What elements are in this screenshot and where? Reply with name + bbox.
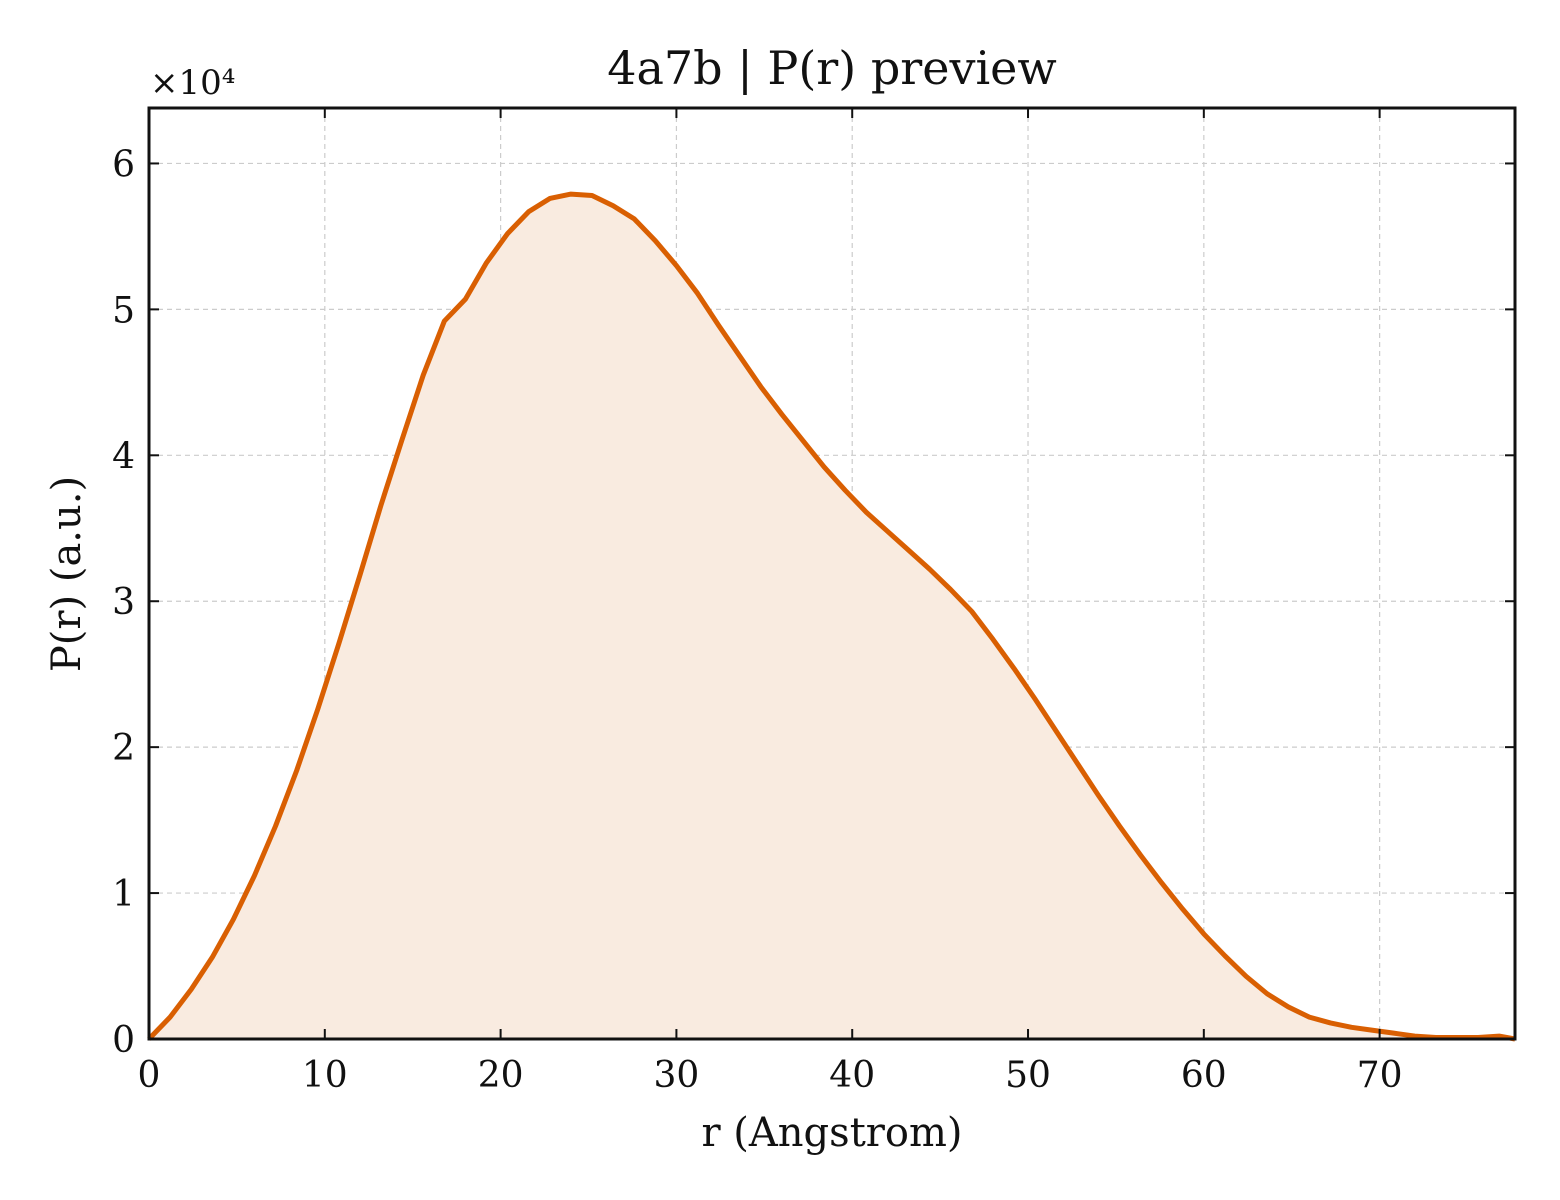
x-tick-label: 10 [302, 1055, 348, 1096]
tick-layer: 0 10 20 30 40 50 60 70 0 1 2 3 4 5 6 [112, 108, 1515, 1096]
pr-area-fill [149, 194, 1515, 1040]
x-tick-label: 60 [1181, 1055, 1227, 1096]
plot-frame [147, 106, 1517, 1041]
y-tick-label: 4 [112, 436, 135, 477]
pr-series-line [147, 191, 1516, 1042]
x-tick-label: 20 [478, 1055, 524, 1096]
x-tick-label: 40 [829, 1055, 875, 1096]
y-tick-label: 3 [112, 582, 135, 623]
y-multiplier-label: ×10⁴ [150, 63, 235, 103]
y-tick-label: 5 [112, 290, 135, 331]
y-tick-label: 6 [112, 144, 135, 185]
x-tick-label: 50 [1005, 1055, 1051, 1096]
y-axis-label: P(r) (a.u.) [44, 476, 90, 672]
x-tick-label: 70 [1357, 1055, 1403, 1096]
x-axis-label: r (Angstrom) [701, 1110, 962, 1156]
x-tick-label: 0 [138, 1055, 161, 1096]
y-tick-label: 0 [112, 1020, 135, 1061]
chart-title: 4a7b | P(r) preview [607, 41, 1057, 95]
x-tick-label: 30 [654, 1055, 700, 1096]
y-tick-label: 2 [112, 728, 135, 769]
y-tick-label: 1 [112, 874, 135, 915]
